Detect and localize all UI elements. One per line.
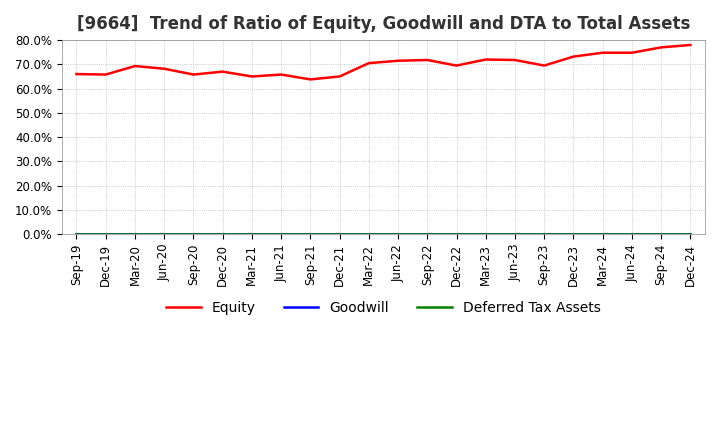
- Equity: [248, 74, 256, 79]
- Deferred Tax Assets: [540, 231, 549, 237]
- Goodwill: [336, 231, 344, 237]
- Legend: Equity, Goodwill, Deferred Tax Assets: Equity, Goodwill, Deferred Tax Assets: [161, 295, 606, 320]
- Equity: [306, 77, 315, 82]
- Goodwill: [306, 231, 315, 237]
- Line: Equity: Equity: [76, 45, 690, 79]
- Goodwill: [657, 231, 665, 237]
- Equity: [160, 66, 168, 71]
- Deferred Tax Assets: [482, 231, 490, 237]
- Goodwill: [510, 231, 519, 237]
- Deferred Tax Assets: [160, 231, 168, 237]
- Goodwill: [364, 231, 373, 237]
- Goodwill: [160, 231, 168, 237]
- Deferred Tax Assets: [657, 231, 665, 237]
- Goodwill: [598, 231, 607, 237]
- Equity: [452, 63, 461, 68]
- Goodwill: [276, 231, 285, 237]
- Equity: [569, 54, 577, 59]
- Deferred Tax Assets: [569, 231, 577, 237]
- Deferred Tax Assets: [686, 231, 695, 237]
- Deferred Tax Assets: [189, 231, 198, 237]
- Goodwill: [130, 231, 139, 237]
- Goodwill: [569, 231, 577, 237]
- Deferred Tax Assets: [598, 231, 607, 237]
- Goodwill: [628, 231, 636, 237]
- Deferred Tax Assets: [102, 231, 110, 237]
- Equity: [72, 71, 81, 77]
- Deferred Tax Assets: [628, 231, 636, 237]
- Deferred Tax Assets: [72, 231, 81, 237]
- Deferred Tax Assets: [394, 231, 402, 237]
- Equity: [394, 58, 402, 63]
- Goodwill: [686, 231, 695, 237]
- Goodwill: [218, 231, 227, 237]
- Equity: [686, 42, 695, 48]
- Equity: [218, 69, 227, 74]
- Goodwill: [394, 231, 402, 237]
- Deferred Tax Assets: [306, 231, 315, 237]
- Goodwill: [423, 231, 431, 237]
- Title: [9664]  Trend of Ratio of Equity, Goodwill and DTA to Total Assets: [9664] Trend of Ratio of Equity, Goodwil…: [77, 15, 690, 33]
- Equity: [540, 63, 549, 68]
- Equity: [130, 63, 139, 69]
- Deferred Tax Assets: [452, 231, 461, 237]
- Goodwill: [452, 231, 461, 237]
- Deferred Tax Assets: [423, 231, 431, 237]
- Equity: [189, 72, 198, 77]
- Deferred Tax Assets: [248, 231, 256, 237]
- Equity: [657, 45, 665, 50]
- Goodwill: [189, 231, 198, 237]
- Goodwill: [540, 231, 549, 237]
- Equity: [598, 50, 607, 55]
- Equity: [482, 57, 490, 62]
- Goodwill: [72, 231, 81, 237]
- Equity: [336, 74, 344, 79]
- Deferred Tax Assets: [336, 231, 344, 237]
- Equity: [276, 72, 285, 77]
- Deferred Tax Assets: [510, 231, 519, 237]
- Equity: [628, 50, 636, 55]
- Deferred Tax Assets: [218, 231, 227, 237]
- Equity: [102, 72, 110, 77]
- Equity: [510, 57, 519, 62]
- Deferred Tax Assets: [364, 231, 373, 237]
- Goodwill: [248, 231, 256, 237]
- Deferred Tax Assets: [130, 231, 139, 237]
- Goodwill: [102, 231, 110, 237]
- Equity: [423, 57, 431, 62]
- Goodwill: [482, 231, 490, 237]
- Deferred Tax Assets: [276, 231, 285, 237]
- Equity: [364, 61, 373, 66]
